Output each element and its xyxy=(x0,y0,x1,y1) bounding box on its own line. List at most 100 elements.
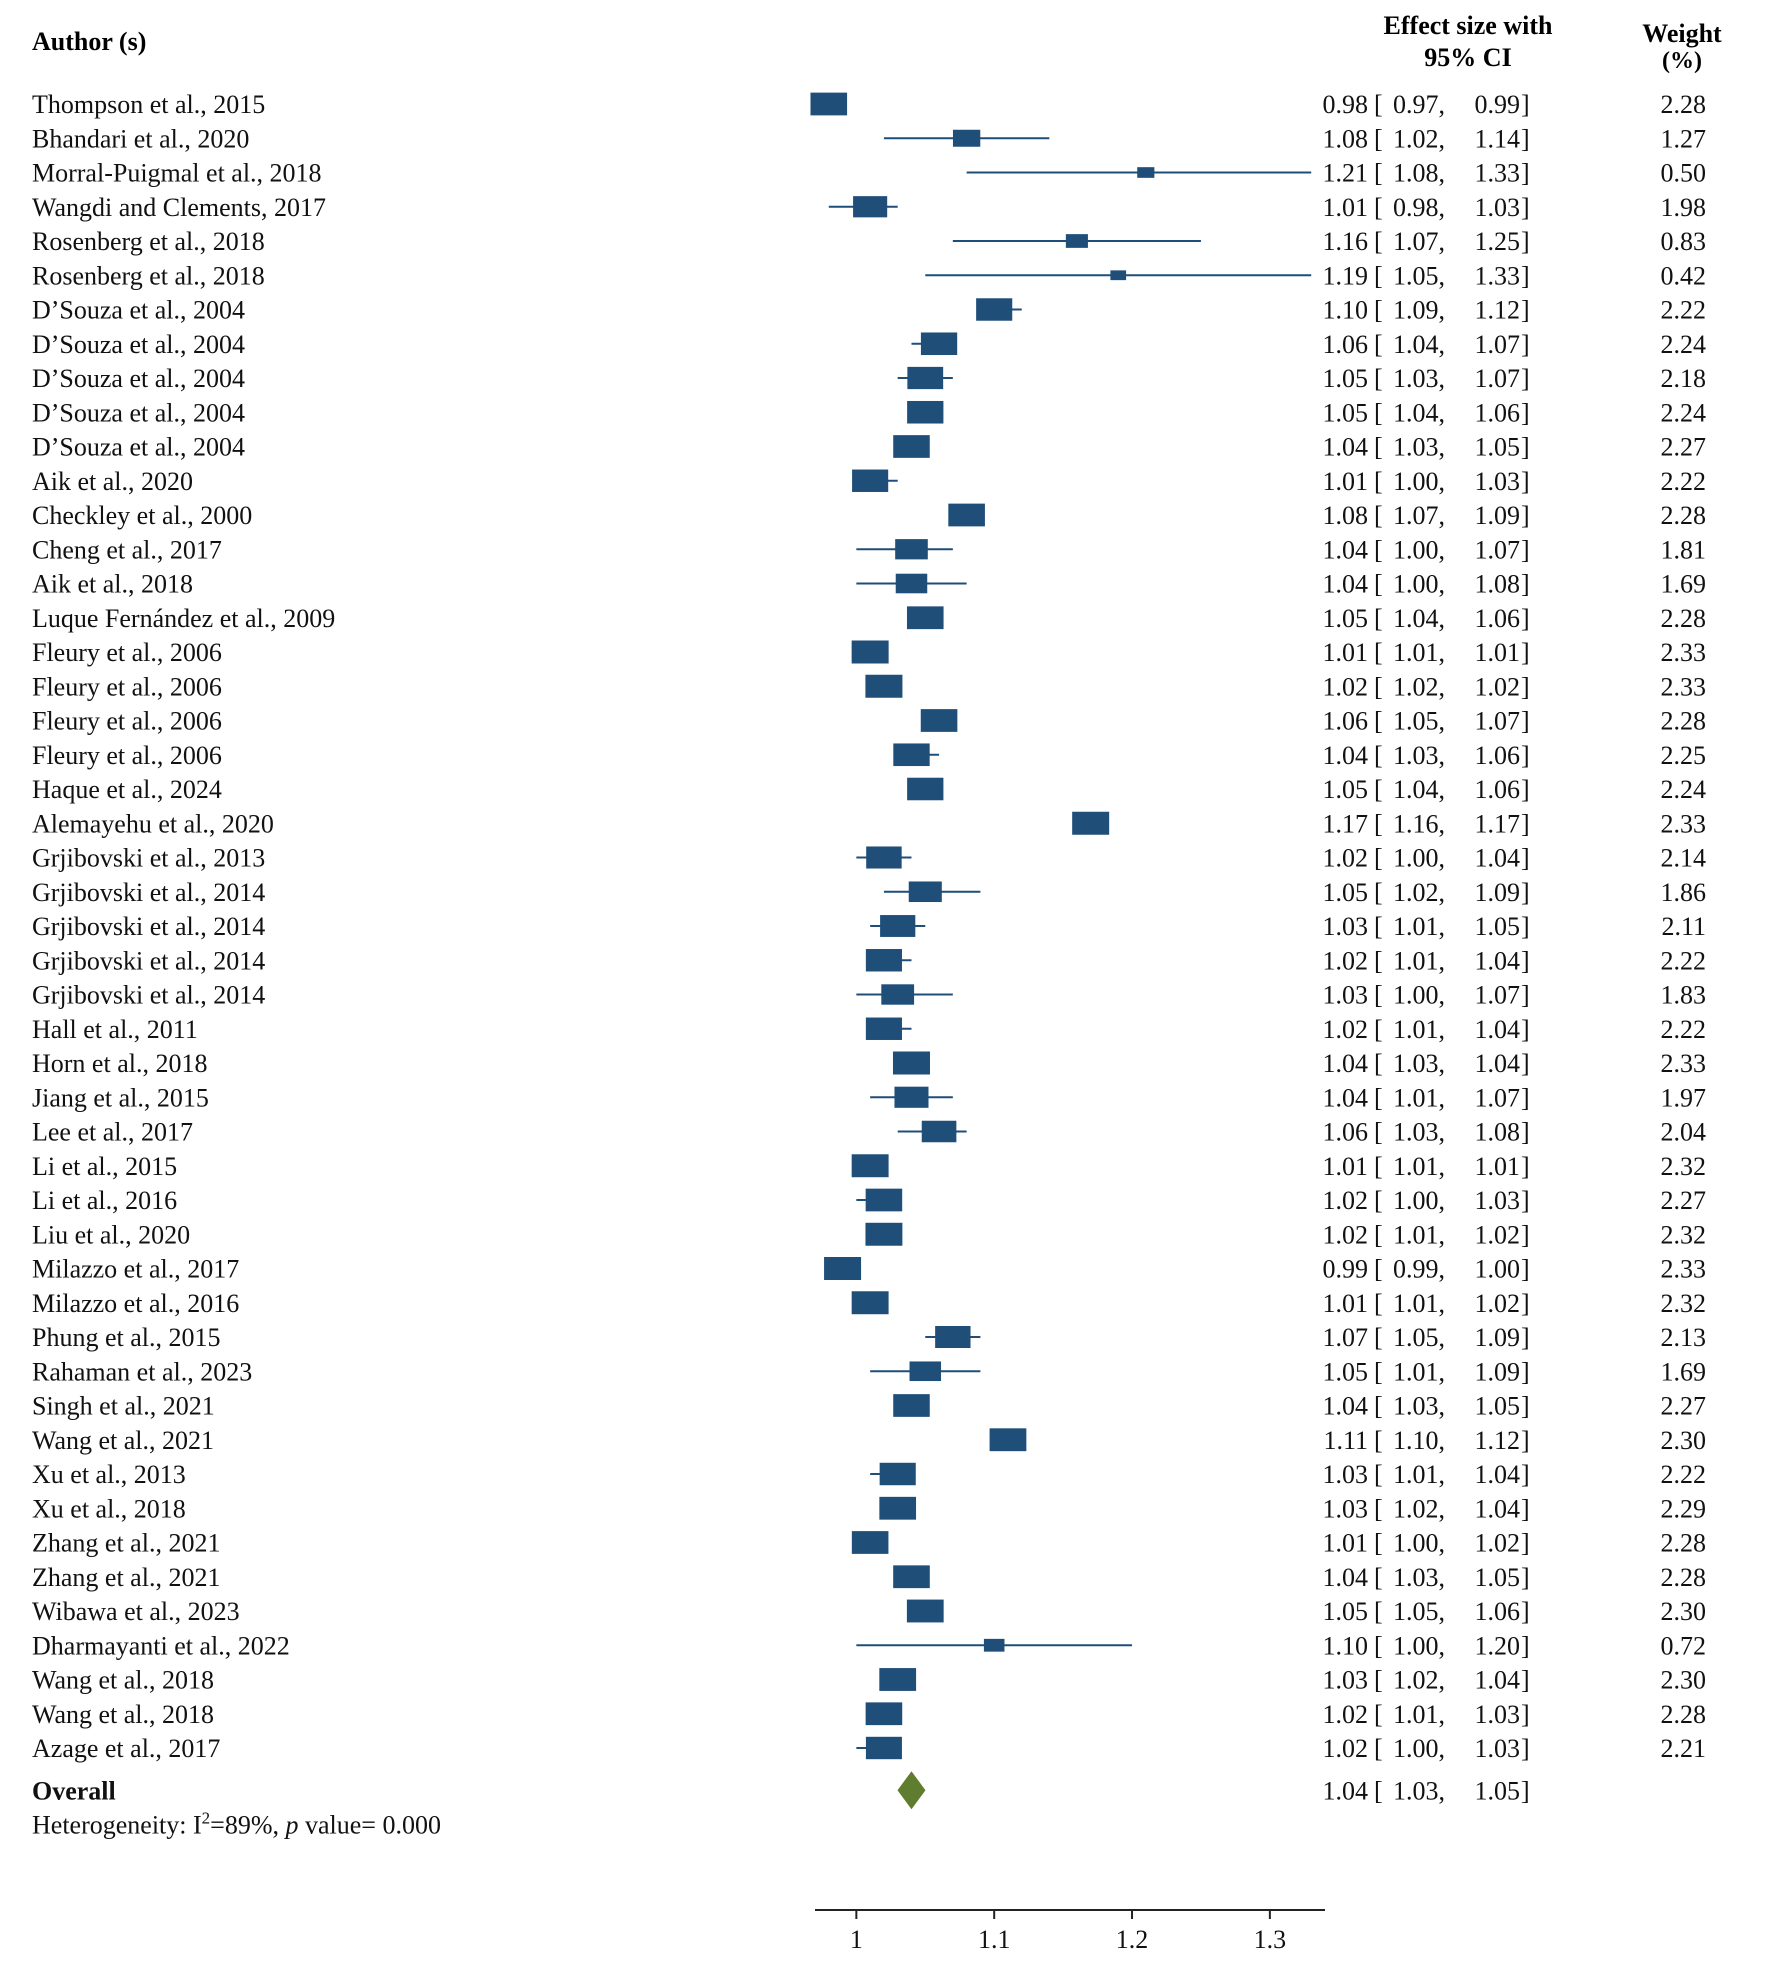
x-axis: 1 1.1 1.2 1.3 xyxy=(815,1909,1325,1954)
x-tick-label: 1.2 xyxy=(1116,1925,1149,1954)
study-author: Fleury et al., 2006 xyxy=(32,707,222,736)
study-ci-text: 1.04[1.01, 1.07] xyxy=(1323,1083,1530,1112)
study-ci-upper: 1.07 xyxy=(1475,330,1521,359)
study-author: Haque et al., 2024 xyxy=(32,775,222,804)
study-ci-upper: 1.06 xyxy=(1475,1597,1521,1626)
effect-box xyxy=(907,366,944,390)
study-bracket-open: [ xyxy=(1374,570,1383,599)
study-bracket-close: ] xyxy=(1521,1426,1530,1455)
study-ci-upper: 1.33 xyxy=(1475,159,1521,188)
study-estimate: 1.05 xyxy=(1323,1597,1369,1626)
study-ci-text: 1.02[1.00, 1.03] xyxy=(1323,1186,1530,1215)
study-ci-text: 1.05[1.05, 1.06] xyxy=(1323,1597,1530,1626)
study-author: Wang et al., 2018 xyxy=(32,1700,214,1729)
study-bracket-open: [ xyxy=(1374,638,1383,667)
header-row: Author (s) Effect size with 95% CI Weigh… xyxy=(32,11,1722,74)
study-author: Zhang et al., 2021 xyxy=(32,1563,220,1592)
study-bracket-close: ] xyxy=(1521,570,1530,599)
study-bracket-open: [ xyxy=(1374,1734,1383,1763)
study-weight: 2.32 xyxy=(1661,1289,1707,1318)
effect-box xyxy=(907,400,944,424)
study-row: Phung et al., 2015 1.07[1.05, 1.09] 2.13 xyxy=(32,1323,1706,1352)
study-ci-text: 1.06[1.04, 1.07] xyxy=(1323,330,1530,359)
effect-box xyxy=(976,298,1013,321)
study-estimate: 1.03 xyxy=(1323,1666,1369,1695)
study-ci-text: 0.99[0.99, 1.00] xyxy=(1323,1255,1530,1284)
study-bracket-close: ] xyxy=(1521,1255,1530,1284)
study-ci-text: 1.08[1.02, 1.14] xyxy=(1323,124,1530,153)
study-bracket-open: [ xyxy=(1374,878,1383,907)
study-estimate: 1.04 xyxy=(1323,1563,1369,1592)
study-bracket-open: [ xyxy=(1374,981,1383,1010)
study-weight: 2.33 xyxy=(1661,809,1707,838)
study-ci-text: 1.03[1.02, 1.04] xyxy=(1323,1494,1530,1523)
study-ci-upper: 1.05 xyxy=(1475,433,1521,462)
heterogeneity-sup: 2 xyxy=(202,1808,211,1827)
study-ci-text: 1.04[1.03, 1.06] xyxy=(1323,741,1530,770)
study-row: Morral-Puigmal et al., 2018 1.21[1.08, 1.3… xyxy=(32,159,1706,188)
study-ci-upper: 1.05 xyxy=(1475,1563,1521,1592)
study-author: Wangdi and Clements, 2017 xyxy=(32,193,326,222)
study-ci-upper: 1.06 xyxy=(1475,398,1521,427)
study-ci-text: 1.05[1.04, 1.06] xyxy=(1323,398,1530,427)
study-ci-text: 1.02[1.01, 1.03] xyxy=(1323,1700,1530,1729)
study-row: D’Souza et al., 2004 1.10[1.09, 1.12] 2.22 xyxy=(32,296,1706,325)
effect-box xyxy=(1110,270,1127,281)
study-ci-upper: 1.07 xyxy=(1475,1083,1521,1112)
effect-box xyxy=(865,1736,902,1760)
study-ci-lower: 1.00, xyxy=(1393,570,1445,599)
study-ci-upper: 1.02 xyxy=(1475,672,1521,701)
effect-box xyxy=(920,332,958,356)
study-estimate: 1.04 xyxy=(1323,1083,1369,1112)
study-bracket-close: ] xyxy=(1521,638,1530,667)
study-ci-lower: 1.01, xyxy=(1393,1015,1445,1044)
study-bracket-close: ] xyxy=(1521,707,1530,736)
study-ci-upper: 1.04 xyxy=(1475,1494,1521,1523)
study-ci-lower: 1.04, xyxy=(1393,775,1445,804)
study-bracket-close: ] xyxy=(1521,330,1530,359)
study-estimate: 1.02 xyxy=(1323,1734,1369,1763)
study-ci-text: 1.02[1.01, 1.04] xyxy=(1323,1015,1530,1044)
study-ci-lower: 1.01, xyxy=(1393,1220,1445,1249)
study-estimate: 1.03 xyxy=(1323,1460,1369,1489)
study-ci-lower: 1.03, xyxy=(1393,364,1445,393)
study-bracket-close: ] xyxy=(1521,227,1530,256)
study-weight: 2.22 xyxy=(1661,1015,1707,1044)
study-weight: 1.98 xyxy=(1661,193,1707,222)
study-bracket-close: ] xyxy=(1521,398,1530,427)
study-ci-lower: 0.99, xyxy=(1393,1255,1445,1284)
study-ci-lower: 1.07, xyxy=(1393,227,1445,256)
study-weight: 2.27 xyxy=(1661,433,1707,462)
effect-size-header-line2: 95% CI xyxy=(1424,43,1511,72)
study-weight: 2.14 xyxy=(1661,844,1707,873)
study-estimate: 1.10 xyxy=(1323,296,1369,325)
study-bracket-close: ] xyxy=(1521,501,1530,530)
study-row: Milazzo et al., 2017 0.99[0.99, 1.00] 2.33 xyxy=(32,1255,1706,1284)
study-author: Li et al., 2015 xyxy=(32,1152,177,1181)
study-ci-lower: 1.00, xyxy=(1393,1186,1445,1215)
study-author: Milazzo et al., 2017 xyxy=(32,1255,239,1284)
study-bracket-close: ] xyxy=(1521,946,1530,975)
study-bracket-open: [ xyxy=(1374,193,1383,222)
study-estimate: 1.01 xyxy=(1323,467,1369,496)
study-ci-upper: 1.08 xyxy=(1475,1118,1521,1147)
study-ci-lower: 1.01, xyxy=(1393,1357,1445,1386)
heterogeneity-p: p xyxy=(283,1810,298,1839)
study-weight: 2.24 xyxy=(1661,330,1707,359)
study-ci-lower: 1.00, xyxy=(1393,844,1445,873)
study-bracket-open: [ xyxy=(1374,364,1383,393)
author-header: Author (s) xyxy=(32,27,146,56)
heterogeneity-row: Heterogeneity: I2=89%, p value= 0.000 xyxy=(32,1808,441,1839)
effect-box xyxy=(920,709,958,732)
study-bracket-open: [ xyxy=(1374,1563,1383,1592)
study-row: Thompson et al., 2015 0.98[0.97, 0.99] 2.28 xyxy=(32,90,1706,119)
effect-size-header-line1: Effect size with xyxy=(1384,11,1553,40)
effect-box xyxy=(921,1120,957,1143)
study-ci-lower: 1.05, xyxy=(1393,1323,1445,1352)
study-bracket-close: ] xyxy=(1521,1460,1530,1489)
study-ci-text: 1.01[1.01, 1.01] xyxy=(1323,1152,1530,1181)
study-ci-text: 0.98[0.97, 0.99] xyxy=(1323,90,1530,119)
effect-box xyxy=(853,196,888,218)
study-row: Grjibovski et al., 2014 1.05[1.02, 1.09] 1.… xyxy=(32,878,1706,907)
study-bracket-open: [ xyxy=(1374,1357,1383,1386)
